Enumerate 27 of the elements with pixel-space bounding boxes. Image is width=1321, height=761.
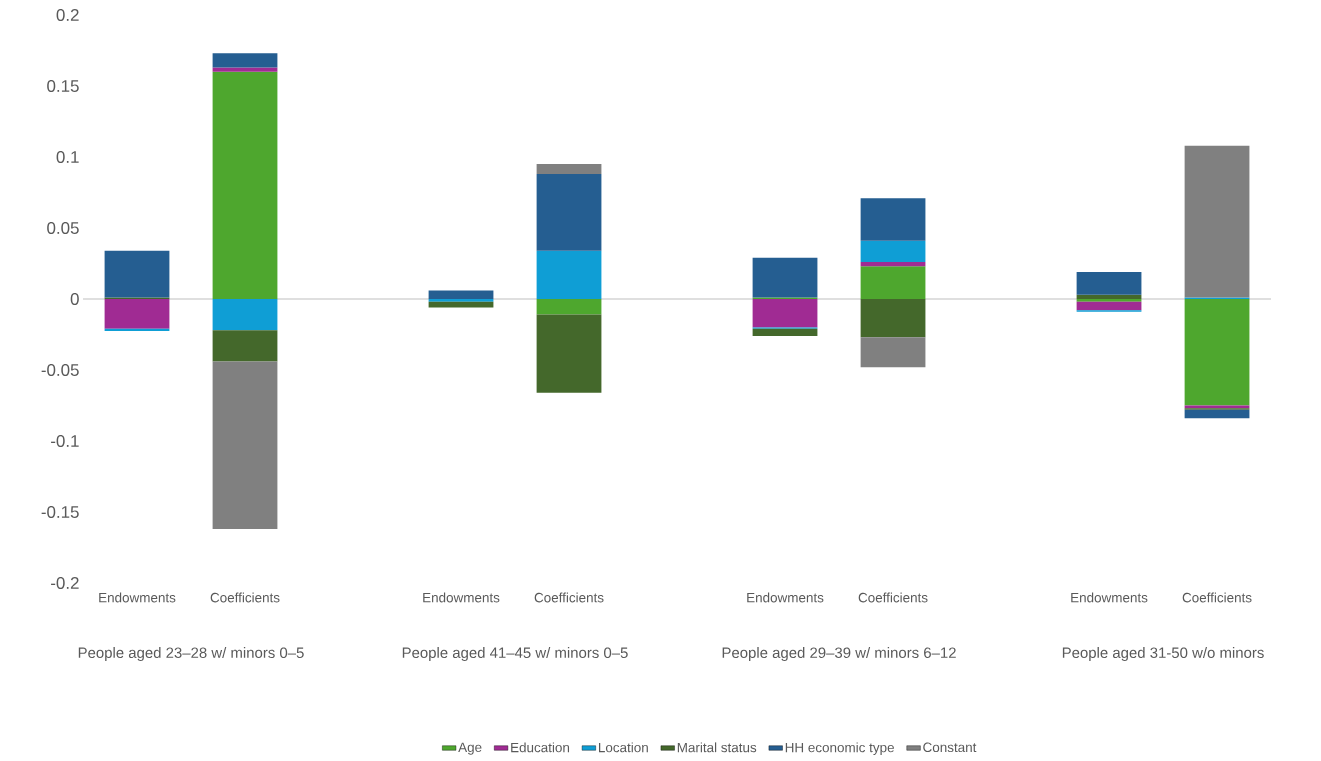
x-tick-label: Coefficients <box>858 592 928 603</box>
y-tick-label: -0.15 <box>41 506 79 518</box>
legend-label: HH economic type <box>785 742 894 755</box>
y-tick-label: 0.15 <box>47 79 79 92</box>
y-tick-label: 0.1 <box>56 150 79 163</box>
legend-label: Constant <box>923 742 977 753</box>
y-tick-label: -0.2 <box>51 577 79 589</box>
x-tick-label: Coefficients <box>210 592 280 603</box>
x-tick-label: Coefficients <box>534 592 604 603</box>
text: People aged 41–45 w/ minors 0–5 <box>402 647 628 661</box>
legend-label: Marital status <box>677 742 757 753</box>
y-tick-label: 0.05 <box>47 221 79 234</box>
x-tick-label: Endowments <box>423 592 500 603</box>
y-tick-label: 0.2 <box>56 8 79 21</box>
x-tick-label: Endowments <box>99 592 176 603</box>
legend-label: Age <box>458 742 482 755</box>
y-tick-label: 0 <box>70 292 79 305</box>
y-tick-label: -0.1 <box>51 435 79 447</box>
x-tick-label: Endowments <box>1071 592 1148 603</box>
x-tick-label: Endowments <box>747 592 824 603</box>
legend-label: Location <box>599 742 648 753</box>
x-tick-label: Coefficients <box>1182 592 1252 603</box>
text: People aged 31-50 w/o minors <box>1062 647 1264 661</box>
y-tick-label: -0.05 <box>41 363 79 376</box>
legend-label: Education <box>511 742 570 753</box>
text: People aged 29–39 w/ minors 6–12 <box>722 647 956 661</box>
text: People aged 23–28 w/ minors 0–5 <box>78 647 304 661</box>
